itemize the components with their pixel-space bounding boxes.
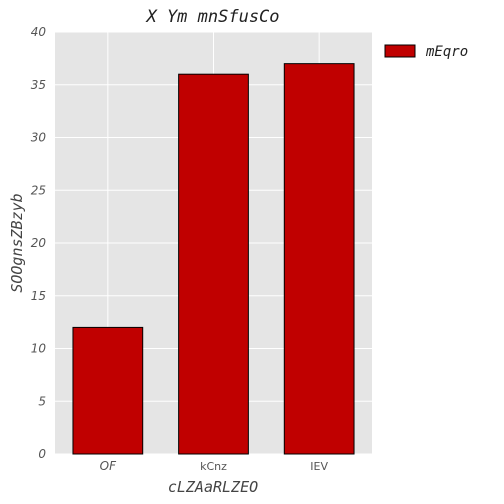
y-tick-label: 30 — [31, 131, 47, 145]
y-tick-label: 20 — [31, 236, 47, 250]
legend-label: mEqro — [425, 44, 468, 60]
y-tick-label: 15 — [31, 289, 46, 303]
bars — [72, 63, 355, 455]
x-tick-label: OF — [100, 459, 117, 473]
y-tick-labels: 0 5 10 15 20 25 30 35 40 — [31, 25, 47, 461]
x-tick-label: IEV — [310, 460, 328, 473]
bar-OF — [72, 326, 144, 455]
x-axis-label: cLZAaRLZEO — [168, 478, 258, 496]
legend-swatch — [384, 44, 416, 58]
chart-title: X Ym mnSfusCo — [144, 7, 279, 27]
y-tick-label: 0 — [38, 447, 46, 461]
y-tick-label: 25 — [31, 183, 46, 197]
y-tick-label: 40 — [31, 25, 47, 39]
bar-IEV — [283, 63, 355, 455]
x-tick-label: kCnz — [200, 460, 227, 473]
legend: mEqro — [384, 44, 468, 60]
bar-kCnz — [178, 73, 249, 455]
y-axis-label: SOOgnsZBzyb — [8, 193, 26, 292]
y-tick-label: 5 — [38, 394, 46, 408]
y-tick-label: 10 — [31, 342, 47, 356]
x-tick-labels: OF kCnz IEV — [100, 459, 329, 473]
y-tick-label: 35 — [31, 78, 46, 92]
